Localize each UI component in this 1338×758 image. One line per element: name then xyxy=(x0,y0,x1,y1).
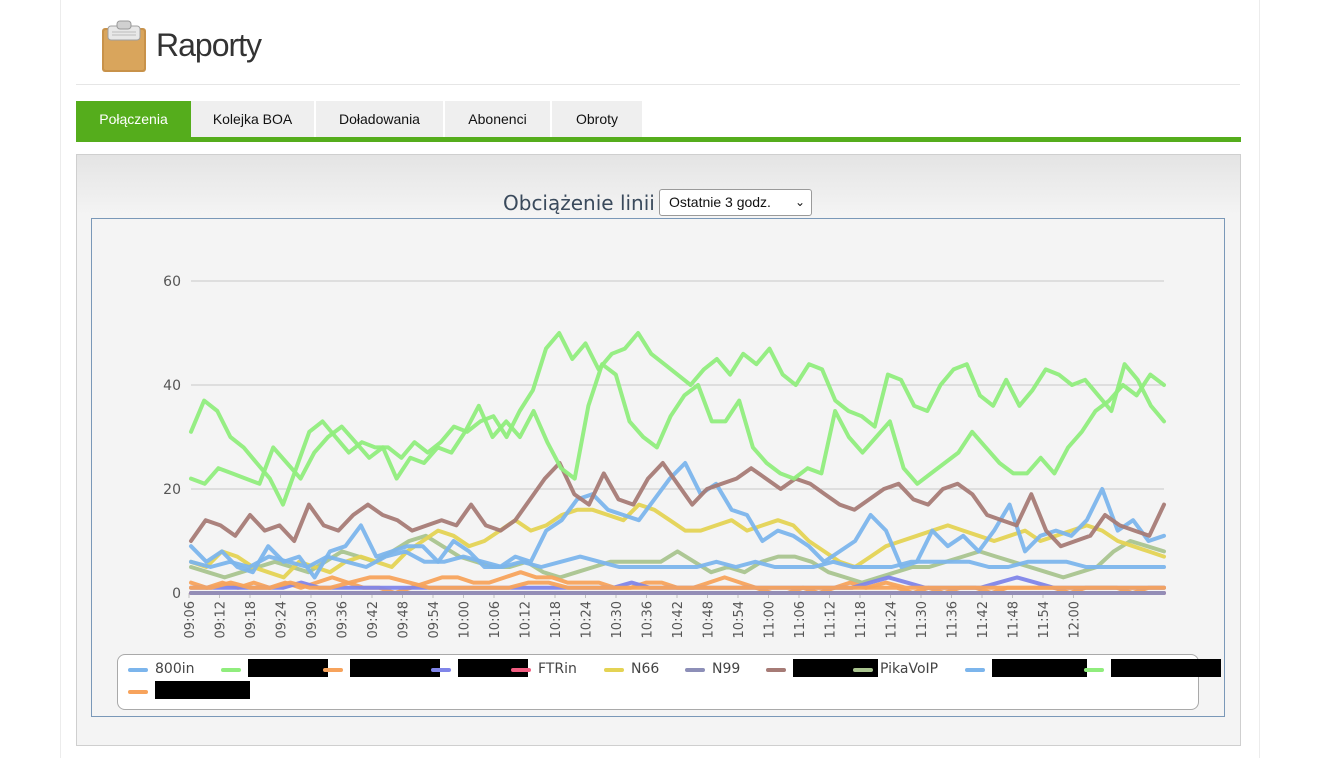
legend-swatch xyxy=(221,668,241,672)
legend-swatch xyxy=(431,668,451,672)
x-tick-label: 11:18 xyxy=(854,601,869,638)
y-tick-label: 0 xyxy=(172,586,181,602)
x-tick-label: 09:42 xyxy=(366,601,381,638)
legend-label: N66 xyxy=(631,661,660,677)
legend-label: PikaVoIP xyxy=(880,661,939,677)
series-line-2 xyxy=(189,570,1166,595)
line-chart: 0 20 40 60 09:06 09:12 09:18 09:24 09:30 09:36 09:… xyxy=(163,274,1166,638)
x-tick-label: 10:00 xyxy=(458,601,473,638)
x-tick-label: 10:24 xyxy=(580,601,595,638)
chart-legend: 800in FTRin N66 N99 PikaVoIP xyxy=(117,654,1221,710)
x-tick-label: 10:06 xyxy=(488,601,503,638)
x-tick-label: 09:24 xyxy=(275,601,290,638)
legend-swatch xyxy=(128,690,148,694)
redacted-label xyxy=(248,659,328,677)
y-tick-label: 60 xyxy=(163,274,181,290)
legend-swatch xyxy=(511,668,531,672)
legend-swatch xyxy=(685,668,705,672)
x-tick-label: 11:36 xyxy=(946,601,961,638)
tab-obroty[interactable]: Obroty xyxy=(552,101,644,137)
y-tick-label: 20 xyxy=(163,482,181,498)
redacted-label xyxy=(793,659,878,677)
x-tick-label: 11:12 xyxy=(824,601,839,638)
series-line-10 xyxy=(189,331,1166,507)
range-select[interactable]: Ostatnie 3 godz. ⌄ xyxy=(659,189,812,216)
legend-swatch xyxy=(853,668,873,672)
legend-swatch xyxy=(766,668,786,672)
legend-label: 800in xyxy=(155,661,195,677)
legend-label: FTRin xyxy=(538,661,577,677)
x-tick-label: 10:12 xyxy=(519,601,534,638)
series-line-0 xyxy=(189,461,1166,580)
chevron-down-icon: ⌄ xyxy=(794,195,805,209)
legend-swatch xyxy=(965,668,985,672)
redacted-label xyxy=(155,681,250,699)
legend-swatch xyxy=(323,668,343,672)
x-tick-label: 09:48 xyxy=(397,601,412,638)
x-tick-label: 11:00 xyxy=(763,601,778,638)
series-line-9 xyxy=(189,549,1166,569)
redacted-label xyxy=(350,659,440,677)
x-tick-label: 10:48 xyxy=(702,601,717,638)
x-tick-label: 10:18 xyxy=(549,601,564,638)
x-tick-label: 11:30 xyxy=(915,601,930,638)
redacted-label xyxy=(992,659,1087,677)
x-tick-label: 11:06 xyxy=(793,601,808,638)
x-tick-label: 11:48 xyxy=(1007,601,1022,638)
series-line-7 xyxy=(189,461,1166,549)
x-tick-label: 10:36 xyxy=(641,601,656,638)
legend-swatch xyxy=(604,668,624,672)
x-tick-label: 10:54 xyxy=(732,601,747,638)
clipboard-icon xyxy=(102,20,146,72)
tab-underline xyxy=(76,137,1241,142)
x-tick-label: 11:24 xyxy=(885,601,900,638)
redacted-label xyxy=(458,659,528,677)
x-tick-label: 09:12 xyxy=(214,601,229,638)
tab-doladowania[interactable]: Doładowania xyxy=(316,101,445,137)
tab-abonenci[interactable]: Abonenci xyxy=(445,101,552,137)
x-tick-label: 11:54 xyxy=(1037,601,1052,638)
x-tick-label: 12:00 xyxy=(1068,601,1083,638)
redacted-label xyxy=(1111,659,1221,677)
tab-kolejka-boa[interactable]: Kolejka BOA xyxy=(191,101,316,137)
y-tick-label: 40 xyxy=(163,378,181,394)
series-line-5 xyxy=(189,502,1166,580)
page-title: Raporty xyxy=(156,27,262,63)
x-tick-label: 09:36 xyxy=(336,601,351,638)
x-tick-label: 09:18 xyxy=(244,601,259,638)
series-line-11 xyxy=(189,575,1166,590)
x-tick-label: 10:30 xyxy=(610,601,625,638)
x-tick-label: 09:30 xyxy=(305,601,320,638)
legend-swatch xyxy=(1084,668,1104,672)
page-header: Raporty xyxy=(76,0,1240,85)
x-tick-label: 11:42 xyxy=(976,601,991,638)
chart-title: Obciążenie linii xyxy=(503,191,655,215)
x-tick-label: 09:54 xyxy=(427,601,442,638)
range-select-value: Ostatnie 3 godz. xyxy=(669,194,771,210)
x-tick-label: 10:42 xyxy=(671,601,686,638)
series-line-8 xyxy=(189,533,1166,585)
legend-swatch xyxy=(128,668,148,672)
tab-polaczenia[interactable]: Połączenia xyxy=(76,101,193,137)
series-line-1 xyxy=(189,362,1166,486)
x-tick-label: 09:06 xyxy=(183,601,198,638)
legend-label: N99 xyxy=(712,661,741,677)
